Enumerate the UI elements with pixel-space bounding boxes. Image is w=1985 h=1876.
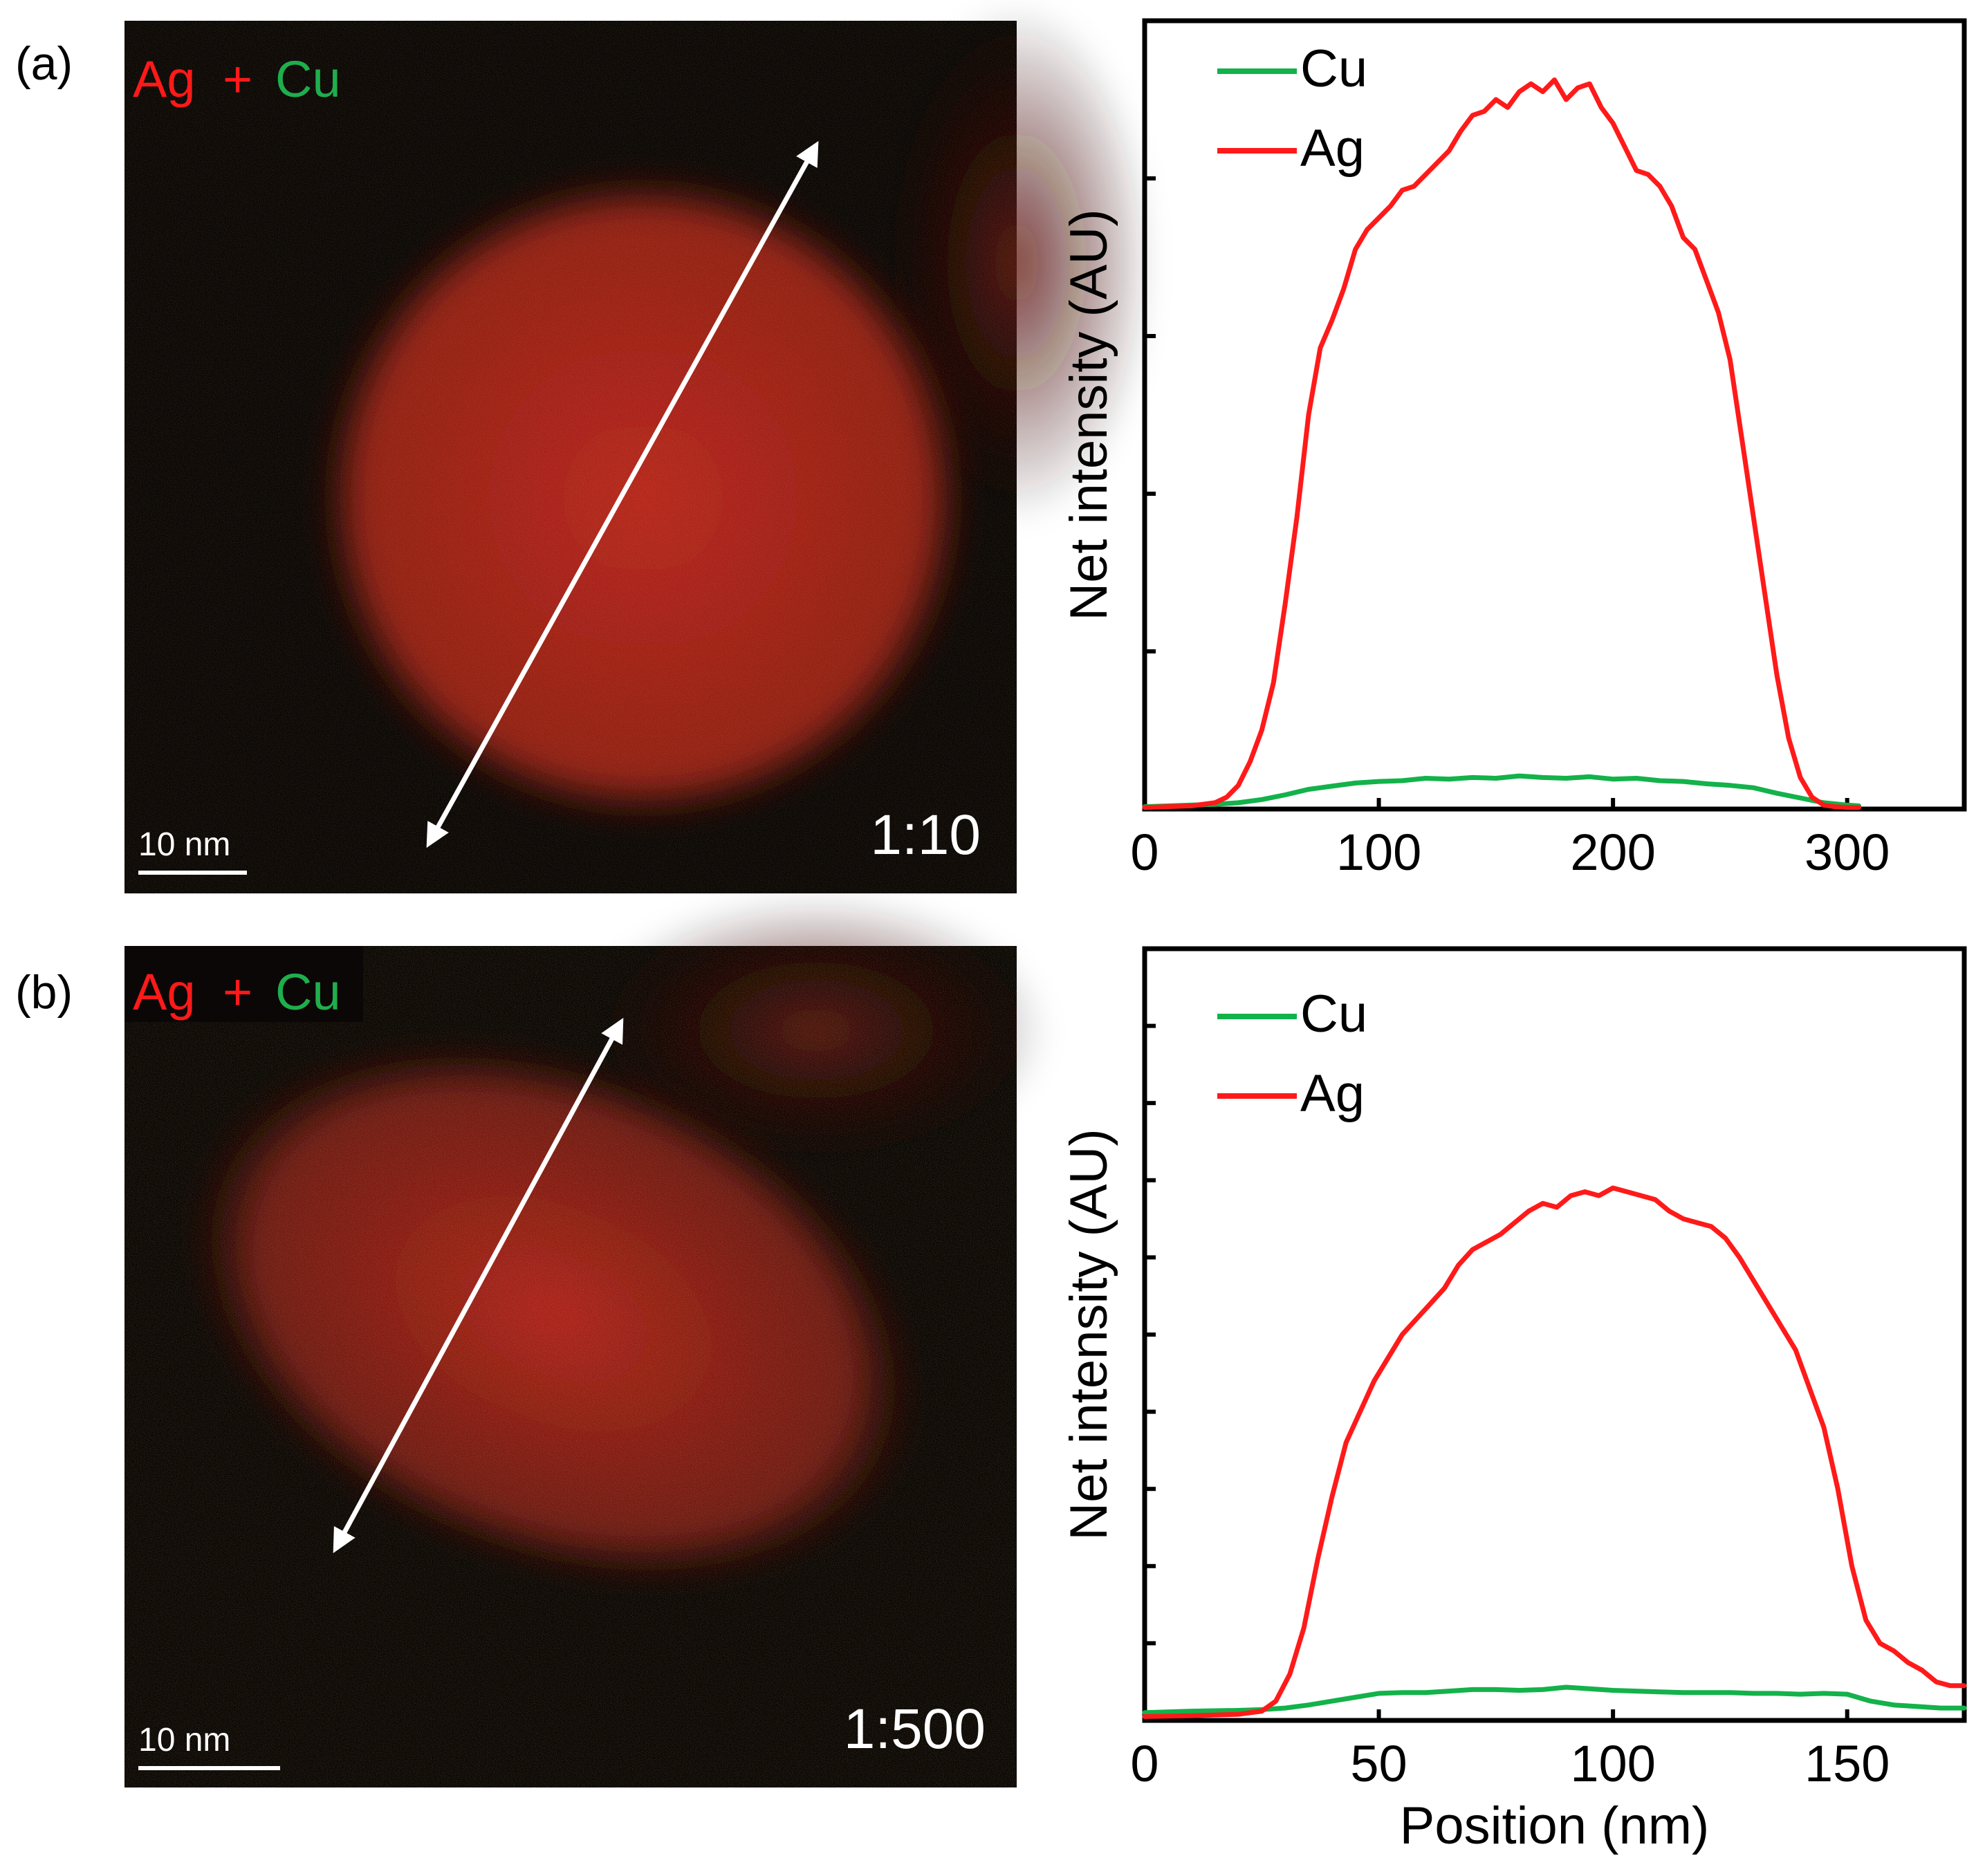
chart-frame (1142, 946, 1967, 1723)
panel-a-map: Ag + Cu 10 nm 1:10 (124, 0, 1155, 893)
x-tick-label: 300 (1804, 824, 1890, 881)
y-axis-label: Net intensity (AU) (1060, 1129, 1118, 1541)
panel-a-linescan-arrow (426, 140, 819, 848)
panel-a-label: (a) (15, 37, 73, 90)
series-line-ag (1142, 1185, 1967, 1719)
legend-label-cu: Cu (1300, 39, 1367, 98)
series-line-cu (1142, 773, 1862, 810)
panel-a-scale-bar-label: 10 nm (138, 826, 230, 863)
x-tick-label: 200 (1570, 824, 1655, 881)
panel-a-legend-plus: + (223, 50, 252, 108)
panel-a-legend-ag: Ag (133, 50, 196, 108)
panel-b-map: Ag + Cu 10 nm 1:500 (124, 892, 1051, 1787)
panel-b-ratio: 1:500 (844, 1698, 986, 1761)
series-line-ag (1142, 77, 1862, 810)
panel-b-map-noise (124, 946, 1017, 1787)
legend-label-cu: Cu (1300, 985, 1367, 1043)
y-axis-label: Net intensity (AU) (1060, 209, 1118, 621)
x-tick-label: 100 (1336, 824, 1421, 881)
panel-b-legend-background (124, 946, 363, 1022)
x-tick-label: 0 (1130, 824, 1158, 881)
panel-b-scale-bar-label: 10 nm (138, 1722, 230, 1758)
x-axis-label: Position (nm) (1400, 1796, 1710, 1855)
legend-label-ag: Ag (1300, 1064, 1365, 1123)
x-tick-label: 0 (1130, 1735, 1158, 1792)
panel-a-map-noise (124, 21, 1017, 893)
x-tick-label: 100 (1570, 1735, 1655, 1792)
panel-a-ratio: 1:10 (870, 804, 981, 866)
x-tick-label: 150 (1804, 1735, 1890, 1792)
panel-a-legend-cu: Cu (275, 50, 341, 108)
legend-label-ag: Ag (1300, 119, 1365, 178)
chart-frame (1142, 18, 1967, 812)
chart-a: 0 100 200 300 Net intensity (AU) Cu Ag (1060, 18, 1967, 881)
chart-b: 0 50 100 150 Net intensity (AU) Position (nm)… (1060, 946, 1967, 1855)
series-line-cu (1142, 1684, 1967, 1716)
panel-b-legend-plus: + (223, 963, 252, 1021)
panel-b-linescan-arrow (333, 1017, 624, 1554)
panel-b-legend-ag: Ag (133, 963, 196, 1021)
panel-b-legend-cu: Cu (275, 963, 341, 1021)
panel-b-label: (b) (15, 966, 73, 1019)
x-tick-label: 50 (1350, 1735, 1407, 1792)
